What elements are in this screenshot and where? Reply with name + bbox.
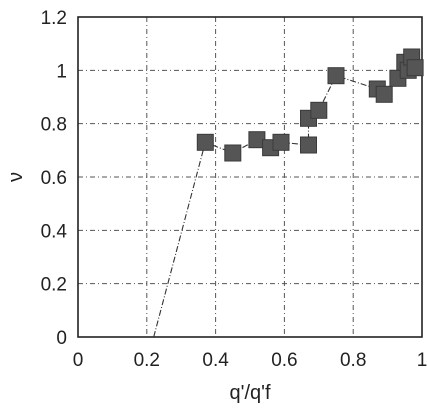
data-point: [196, 133, 214, 151]
x-tick-label: 1: [417, 350, 427, 371]
grid-lines: [78, 17, 422, 337]
y-axis-label: ν: [5, 172, 27, 182]
y-tick-label: 0.4: [41, 221, 68, 242]
y-tick-label: 0.8: [41, 115, 67, 136]
data-point: [300, 136, 317, 154]
y-tick-label: 0.2: [41, 275, 67, 296]
x-tick-label: 0.6: [271, 350, 297, 371]
data-point: [224, 144, 242, 162]
x-tick-label: 0.8: [340, 350, 366, 371]
tick-labels: 0 0.2 0.4 0.6 0.8 1 0 0.2 0.4 0.6 0.8 1 1.2: [41, 8, 427, 371]
y-tick-label: 0: [56, 328, 67, 349]
x-tick-label: 0.4: [202, 350, 229, 371]
data-point: [406, 59, 424, 77]
y-tick-label: 0.6: [41, 168, 67, 189]
data-point: [272, 133, 290, 151]
x-axis-label: q'/q'f: [230, 382, 271, 404]
y-tick-label: 1: [56, 61, 67, 82]
plot-frame: [77, 16, 423, 338]
y-tick-label: 1.2: [41, 8, 67, 29]
x-tick-label: 0: [73, 350, 84, 371]
series-layer: [153, 48, 424, 338]
x-tick-label: 0.2: [134, 350, 160, 371]
data-point: [310, 101, 328, 119]
data-point: [327, 67, 345, 85]
data-point: [375, 85, 393, 103]
